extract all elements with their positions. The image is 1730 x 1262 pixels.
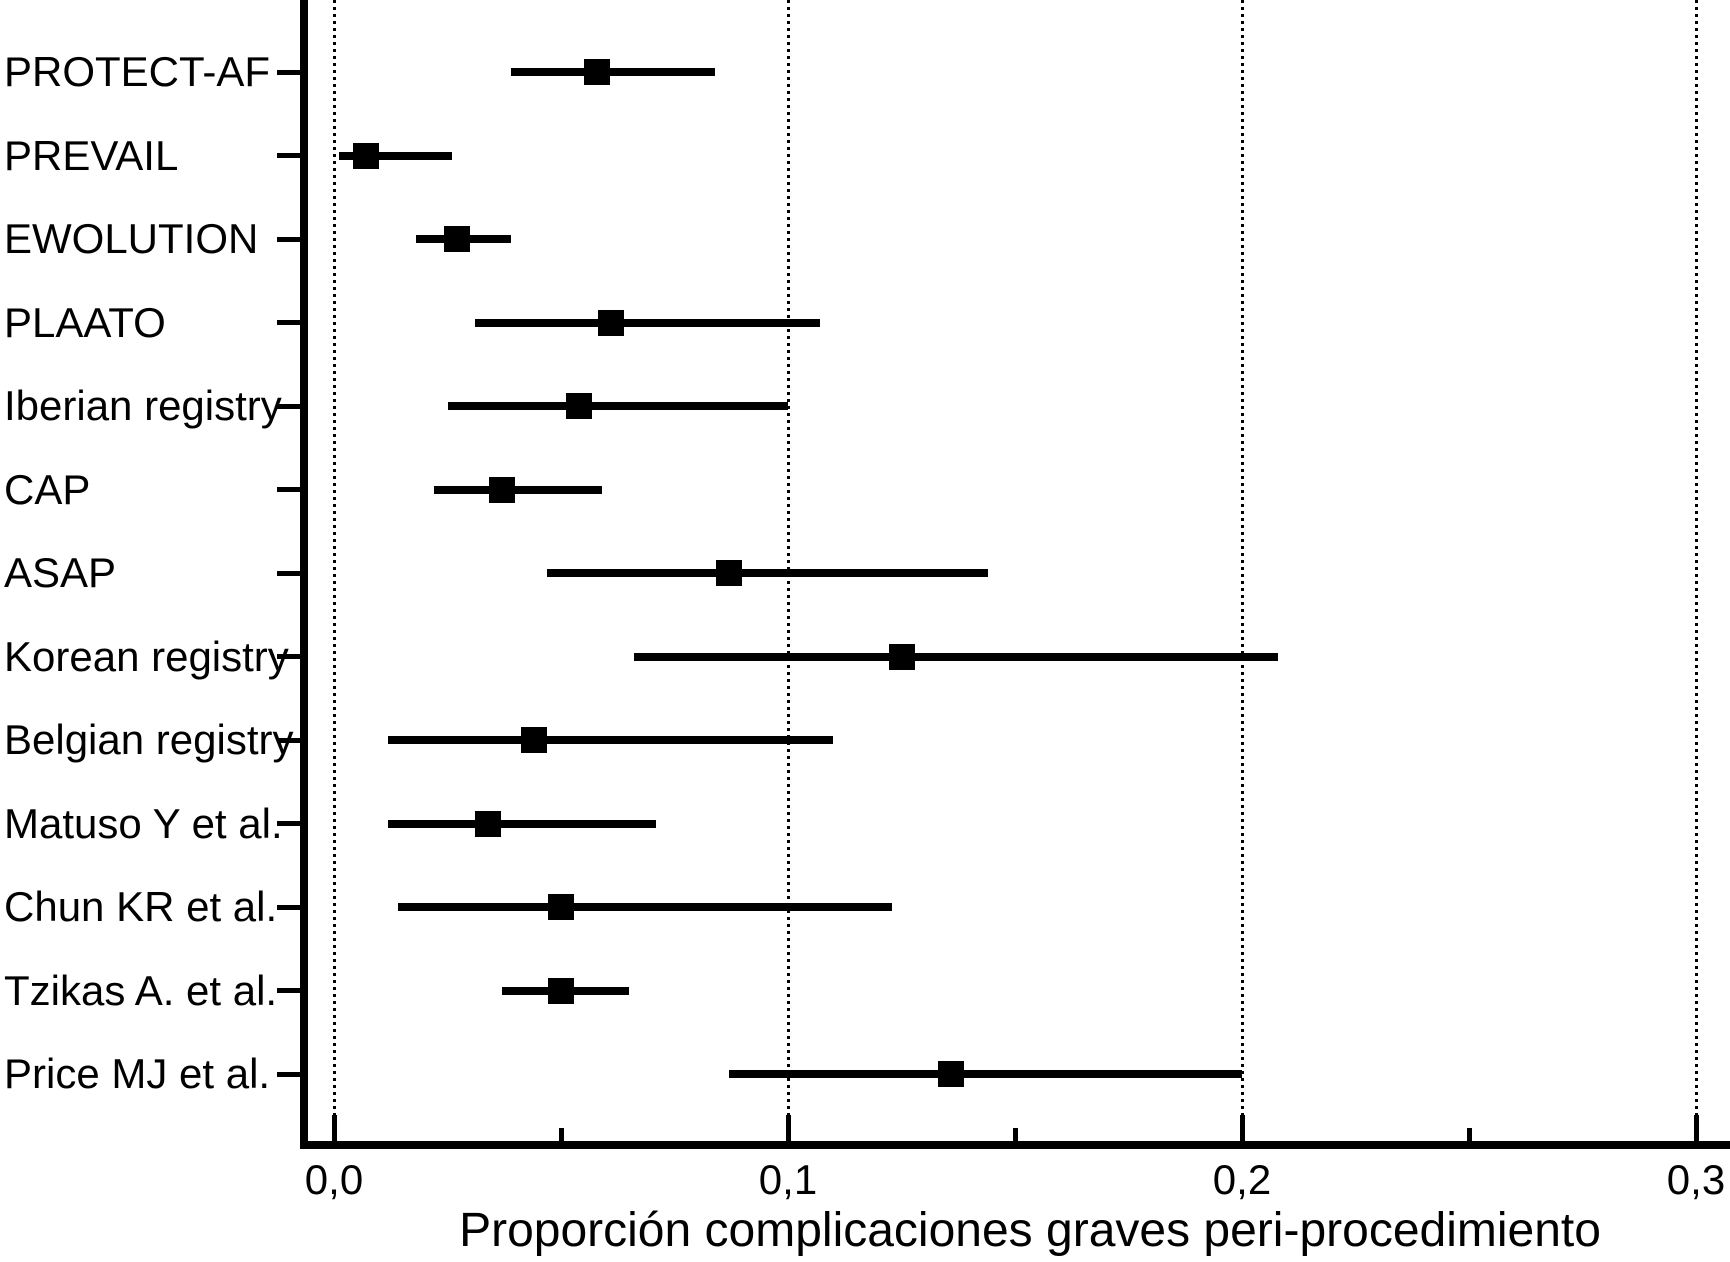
point-estimate-marker [597, 309, 624, 336]
x-tick-label: 0,1 [758, 1156, 818, 1203]
study-label: PROTECT-AF [4, 48, 271, 95]
x-minor-tick [558, 1128, 564, 1141]
y-axis-tick [277, 1071, 300, 1077]
y-axis-line [300, 0, 308, 1149]
study-label: Tzikas A. et al. [4, 966, 278, 1014]
study-label: Price MJ et al. [4, 1050, 271, 1097]
confidence-interval-line [338, 151, 453, 160]
point-estimate-marker [352, 142, 379, 169]
x-major-tick [1693, 1115, 1699, 1141]
x-major-tick [331, 1115, 337, 1141]
x-tick-label: 0,3 [1666, 1156, 1726, 1203]
point-estimate-marker [443, 226, 470, 252]
confidence-interval-line [633, 652, 1279, 661]
point-estimate-marker [520, 727, 547, 753]
study-label: Iberian registry [4, 382, 282, 429]
y-axis-tick [277, 654, 300, 659]
y-axis-tick [277, 153, 300, 158]
y-axis-tick [277, 487, 300, 492]
study-label: EWOLUTION [4, 215, 259, 262]
point-estimate-marker [475, 810, 502, 837]
confidence-interval-line [474, 318, 820, 327]
x-major-tick [1239, 1115, 1245, 1141]
y-axis-tick [277, 320, 300, 325]
confidence-interval-line [547, 569, 988, 577]
gridline [1240, 0, 1244, 1141]
y-axis-tick [277, 737, 300, 743]
confidence-interval-line [728, 1070, 1242, 1078]
y-axis-tick [277, 988, 300, 993]
point-estimate-marker [548, 894, 574, 920]
study-label: PREVAIL [4, 131, 179, 179]
confidence-interval-line [397, 903, 893, 911]
study-label: Korean registry [4, 632, 289, 680]
point-estimate-marker [938, 1061, 965, 1087]
study-label: Matuso Y et al. [4, 799, 283, 847]
y-axis-tick [277, 821, 300, 826]
confidence-interval-line [511, 68, 716, 76]
point-estimate-marker [584, 59, 611, 85]
x-axis-line [300, 1141, 1730, 1149]
confidence-interval-line [433, 485, 602, 494]
point-estimate-marker [548, 977, 574, 1004]
point-estimate-marker [488, 476, 515, 503]
study-label: CAP [4, 465, 91, 513]
y-axis-tick [277, 570, 300, 576]
confidence-interval-line [388, 736, 834, 744]
x-tick-label: 0,2 [1212, 1156, 1272, 1203]
study-label: Belgian registry [4, 716, 294, 763]
study-label: PLAATO [4, 298, 166, 346]
gridline [332, 0, 336, 1141]
confidence-interval-line [388, 819, 657, 828]
point-estimate-marker [566, 393, 593, 419]
x-axis-title: Proporción complicaciones graves peri-pr… [459, 1204, 1601, 1257]
y-axis-tick [277, 403, 300, 409]
gridline [1694, 0, 1698, 1141]
y-axis-tick [277, 69, 300, 75]
y-axis-tick [277, 904, 300, 910]
x-major-tick [785, 1115, 791, 1141]
x-tick-label: 0,0 [304, 1156, 364, 1203]
point-estimate-marker [888, 643, 915, 670]
confidence-interval-line [447, 402, 788, 410]
y-axis-tick [277, 236, 300, 242]
study-label: Chun KR et al. [4, 883, 278, 930]
study-label: ASAP [4, 549, 117, 596]
x-minor-tick [1466, 1128, 1472, 1141]
point-estimate-marker [715, 560, 742, 586]
x-minor-tick [1012, 1128, 1018, 1141]
